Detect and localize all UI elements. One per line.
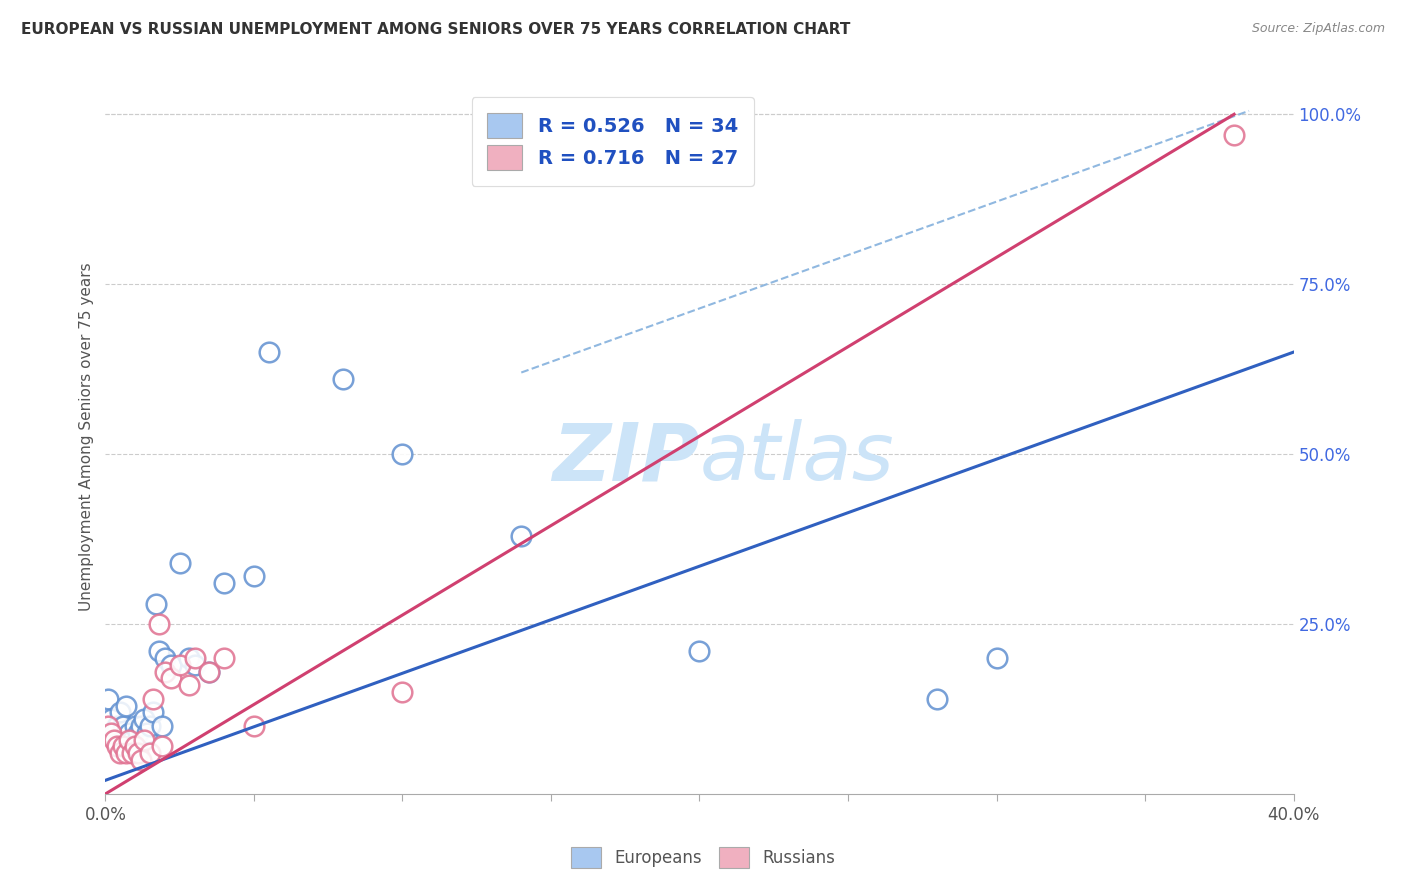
Point [118, 725, 141, 739]
Point [198, 665, 221, 679]
Point [332, 372, 354, 386]
Point [103, 725, 125, 739]
Text: EUROPEAN VS RUSSIAN UNEMPLOYMENT AMONG SENIORS OVER 75 YEARS CORRELATION CHART: EUROPEAN VS RUSSIAN UNEMPLOYMENT AMONG S… [21, 22, 851, 37]
Point [159, 657, 181, 672]
Point [115, 698, 138, 713]
Point [97, 691, 120, 706]
Point [139, 719, 162, 733]
Point [142, 691, 165, 706]
Point [510, 528, 533, 542]
Point [148, 644, 170, 658]
Point [121, 732, 143, 747]
Point [150, 719, 173, 733]
Point [105, 719, 128, 733]
Point [159, 671, 181, 685]
Text: atlas: atlas [700, 419, 894, 498]
Point [198, 665, 221, 679]
Point [124, 719, 146, 733]
Point [100, 712, 122, 726]
Point [169, 657, 191, 672]
Point [148, 617, 170, 632]
Legend: Europeans, Russians: Europeans, Russians [564, 840, 842, 875]
Point [110, 746, 132, 760]
Point [214, 576, 236, 591]
Point [115, 746, 138, 760]
Point [129, 719, 152, 733]
Point [127, 746, 149, 760]
Point [97, 719, 120, 733]
Point [391, 447, 413, 461]
Point [136, 725, 159, 739]
Point [132, 732, 155, 747]
Point [129, 753, 152, 767]
Point [986, 651, 1008, 665]
Point [110, 706, 132, 720]
Point [177, 678, 200, 692]
Point [927, 691, 949, 706]
Point [127, 725, 149, 739]
Point [150, 739, 173, 754]
Point [118, 732, 141, 747]
Point [169, 556, 191, 570]
Legend: R = 0.526   N = 34, R = 0.716   N = 27: R = 0.526 N = 34, R = 0.716 N = 27 [471, 97, 754, 186]
Point [243, 569, 266, 583]
Point [145, 597, 167, 611]
Point [105, 739, 128, 754]
Point [153, 651, 176, 665]
Point [177, 651, 200, 665]
Point [139, 746, 162, 760]
Point [121, 746, 143, 760]
Point [391, 685, 413, 699]
Point [112, 719, 135, 733]
Text: Source: ZipAtlas.com: Source: ZipAtlas.com [1251, 22, 1385, 36]
Point [1223, 128, 1246, 142]
Point [100, 725, 122, 739]
Point [142, 706, 165, 720]
Y-axis label: Unemployment Among Seniors over 75 years: Unemployment Among Seniors over 75 years [79, 263, 94, 611]
Text: ZIP: ZIP [553, 419, 700, 498]
Point [214, 651, 236, 665]
Point [257, 345, 280, 359]
Point [183, 651, 205, 665]
Point [153, 665, 176, 679]
Point [103, 732, 125, 747]
Point [112, 739, 135, 754]
Point [689, 644, 711, 658]
Point [243, 719, 266, 733]
Point [124, 739, 146, 754]
Point [183, 657, 205, 672]
Point [132, 712, 155, 726]
